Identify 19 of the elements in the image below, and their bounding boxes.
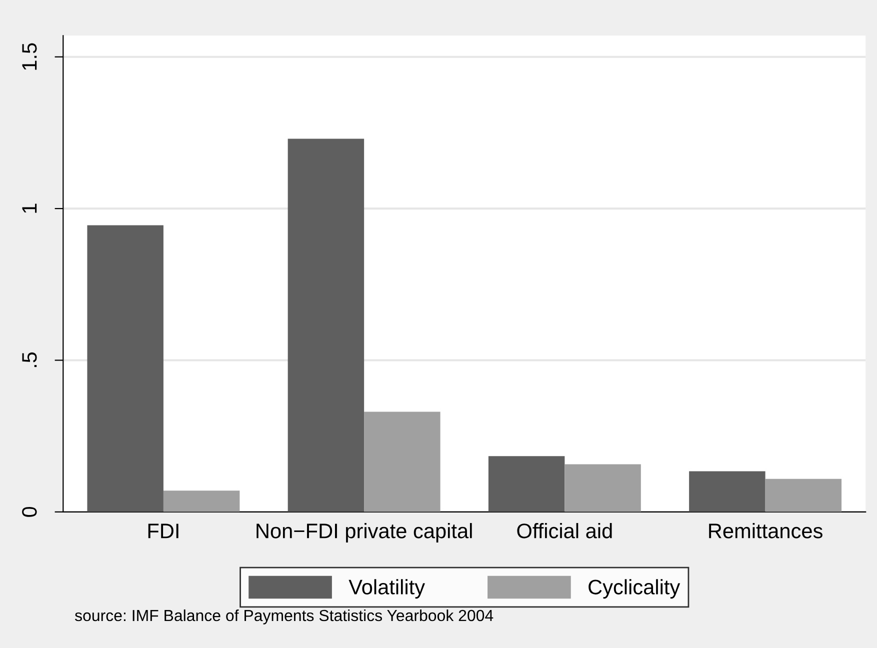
source-note: source: IMF Balance of Payments Statistics Yearbook 2004 (74, 609, 494, 624)
y-tick-label: 1 (22, 204, 37, 213)
legend-label: Volatility (348, 579, 425, 599)
bar (288, 138, 364, 512)
x-tick-label: Non−FDI private capital (256, 523, 472, 542)
bar (488, 456, 565, 512)
bar (87, 225, 164, 512)
x-tick-label: Official aid (517, 523, 612, 538)
bar (163, 490, 240, 512)
bar (564, 464, 641, 512)
y-tick-label: .5 (22, 352, 37, 368)
y-tick-label: 1.5 (22, 43, 37, 70)
legend-label: Cyclicality (588, 579, 680, 599)
bar (689, 471, 766, 512)
bar (765, 478, 842, 512)
y-tick-label: 0 (22, 506, 37, 517)
bar (364, 412, 440, 512)
x-tick-label: FDI (148, 524, 178, 538)
x-tick-label: Remittances (709, 523, 822, 538)
